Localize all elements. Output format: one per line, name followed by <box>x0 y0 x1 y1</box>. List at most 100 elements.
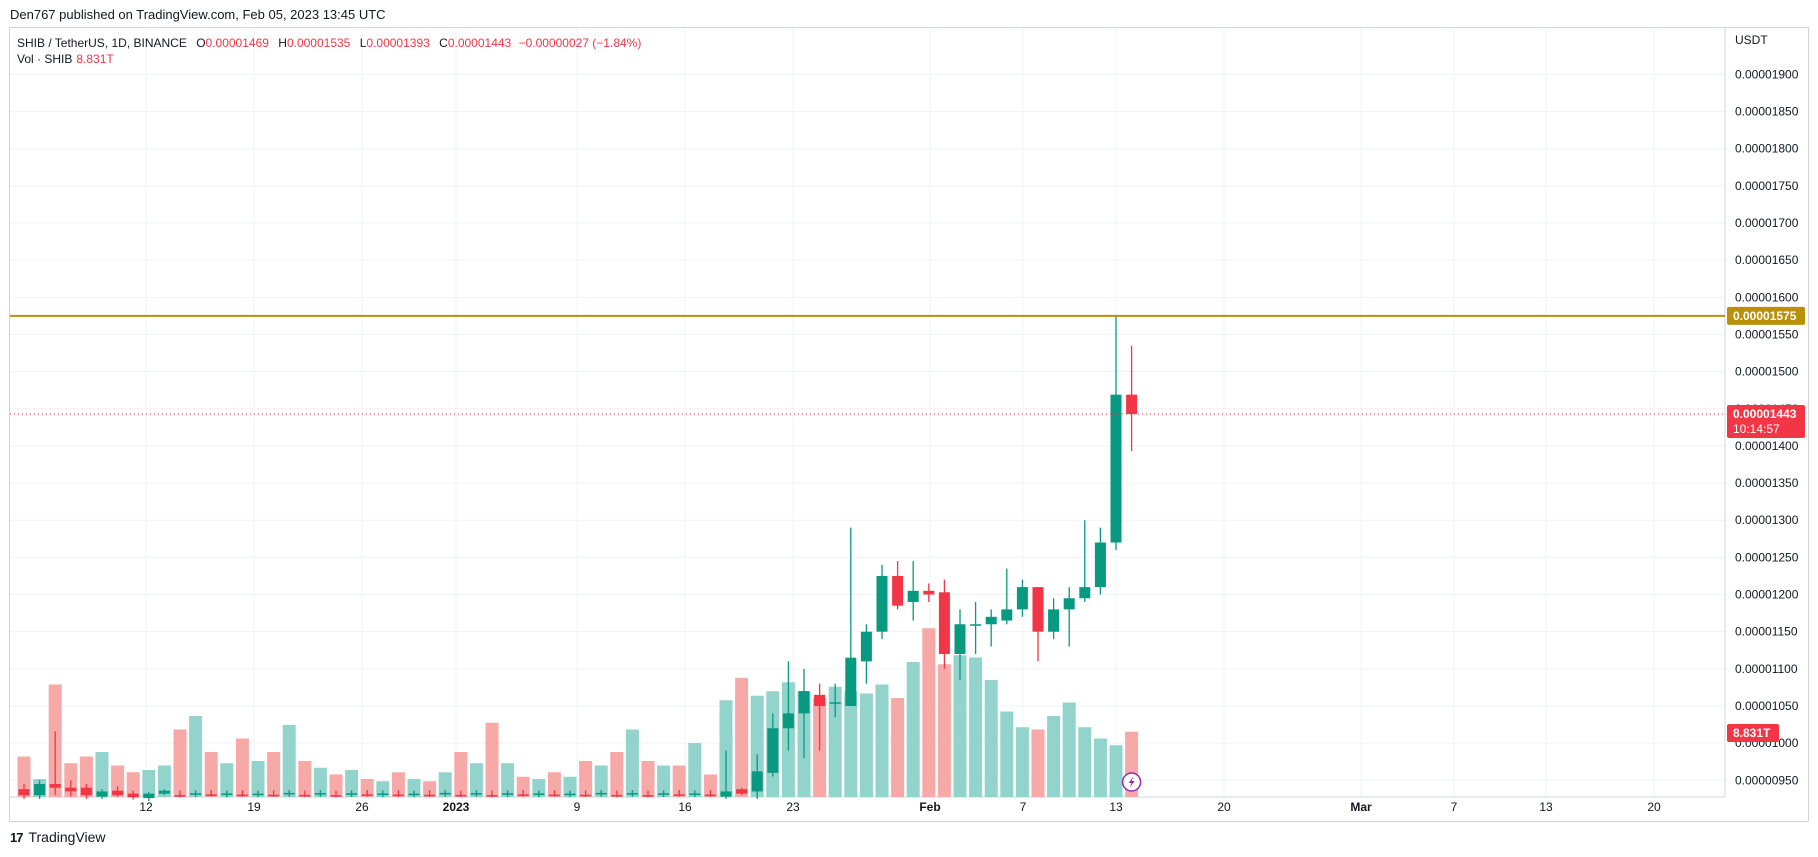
candle-body[interactable] <box>876 575 888 632</box>
y-tick-label: 0.00001850 <box>1735 105 1799 119</box>
volume-bar <box>1078 727 1092 797</box>
candle-body[interactable] <box>470 793 482 795</box>
candle-body[interactable] <box>252 793 264 796</box>
candle-body[interactable] <box>361 794 373 796</box>
x-tick-label: 20 <box>1217 800 1231 814</box>
candle-body[interactable] <box>158 790 170 794</box>
candle-body[interactable] <box>1016 587 1028 610</box>
candle-body[interactable] <box>34 783 46 796</box>
volume-bar <box>298 761 312 797</box>
tradingview-logo[interactable]: 17 TradingView <box>10 829 106 845</box>
candle-body[interactable] <box>283 792 295 795</box>
candle-body[interactable] <box>814 694 826 706</box>
candle-body[interactable] <box>658 793 670 795</box>
candle-body[interactable] <box>408 793 420 796</box>
candle-body[interactable] <box>704 794 716 797</box>
y-tick-label: 0.00001050 <box>1735 699 1799 713</box>
candle-body[interactable] <box>49 783 61 788</box>
candle-body[interactable] <box>938 592 950 654</box>
y-tick-label: 0.00001150 <box>1735 625 1798 639</box>
candle-body[interactable] <box>1063 598 1075 610</box>
candle-body[interactable] <box>112 790 124 796</box>
candle-body[interactable] <box>236 794 248 797</box>
candle-body[interactable] <box>65 787 77 792</box>
candle-body[interactable] <box>689 793 701 795</box>
volume-bar <box>235 738 249 797</box>
candle-body[interactable] <box>923 590 935 595</box>
volume-bar <box>485 722 499 797</box>
candle-body[interactable] <box>782 713 794 729</box>
horizontal-level-tag <box>1727 306 1805 325</box>
volume-label[interactable]: Vol · SHIB <box>17 52 73 66</box>
symbol-label[interactable]: SHIB / TetherUS, 1D, BINANCE <box>17 36 187 50</box>
candle-body[interactable] <box>18 789 30 796</box>
candle-body[interactable] <box>205 794 217 796</box>
candle-body[interactable] <box>330 795 342 797</box>
candle-body[interactable] <box>1094 542 1106 588</box>
candle-body[interactable] <box>954 624 966 654</box>
candle-body[interactable] <box>595 792 607 795</box>
candle-body[interactable] <box>907 590 919 602</box>
candle-body[interactable] <box>1032 587 1044 632</box>
candle-body[interactable] <box>127 793 139 798</box>
candle-body[interactable] <box>268 794 280 797</box>
candle-body[interactable] <box>892 575 904 606</box>
candle-body[interactable] <box>80 787 92 796</box>
candle-body[interactable] <box>673 794 685 796</box>
candle-body[interactable] <box>611 794 623 797</box>
candle-body[interactable] <box>860 631 872 662</box>
candle-body[interactable] <box>548 794 560 797</box>
y-tick-label: 0.00001350 <box>1735 476 1799 490</box>
candle-body[interactable] <box>424 794 436 797</box>
candle-body[interactable] <box>829 702 841 704</box>
volume-bar <box>1109 745 1123 797</box>
candle-body[interactable] <box>642 795 654 797</box>
y-tick-label: 0.00001100 <box>1735 662 1798 676</box>
candle-body[interactable] <box>439 792 451 795</box>
candle-body[interactable] <box>502 793 514 795</box>
candle-body[interactable] <box>767 728 779 773</box>
candle-body[interactable] <box>736 789 748 794</box>
candle-body[interactable] <box>720 791 732 797</box>
y-tick-label: 0.00001750 <box>1735 179 1799 193</box>
volume-bar <box>844 691 858 797</box>
candle-body[interactable] <box>580 794 592 797</box>
candle-body[interactable] <box>346 793 358 795</box>
open-label: O <box>196 36 206 50</box>
candle-body[interactable] <box>1048 609 1060 632</box>
candle-body[interactable] <box>517 794 529 796</box>
x-tick-label: 12 <box>139 800 153 814</box>
candle-body[interactable] <box>299 794 311 797</box>
volume-bar <box>859 693 873 797</box>
candle-body[interactable] <box>845 657 857 706</box>
candle-body[interactable] <box>96 791 108 797</box>
candle-body[interactable] <box>798 691 810 714</box>
high-value: 0.00001535 <box>286 36 351 50</box>
candle-body[interactable] <box>486 795 498 797</box>
volume-bar <box>969 657 983 797</box>
candle-body[interactable] <box>1110 394 1122 543</box>
candle-body[interactable] <box>221 793 233 795</box>
candle-body[interactable] <box>377 793 389 795</box>
candle-body[interactable] <box>314 793 326 795</box>
candle-body[interactable] <box>392 794 404 797</box>
candle-body[interactable] <box>1001 609 1013 621</box>
candle-body[interactable] <box>455 794 467 797</box>
x-tick-label: 19 <box>247 800 261 814</box>
volume-bar <box>516 776 530 797</box>
candle-body[interactable] <box>533 793 545 795</box>
candle-body[interactable] <box>174 795 186 797</box>
volume-bar <box>376 781 390 797</box>
candle-body[interactable] <box>143 793 155 799</box>
candle-body[interactable] <box>751 771 763 792</box>
x-tick-label: 20 <box>1647 800 1661 814</box>
candle-body[interactable] <box>1079 587 1091 599</box>
x-tick-label: 7 <box>1451 800 1458 814</box>
candle-body[interactable] <box>190 793 202 795</box>
candle-body[interactable] <box>1126 394 1138 414</box>
candle-body[interactable] <box>564 793 576 796</box>
candle-body[interactable] <box>626 793 638 795</box>
candle-body[interactable] <box>970 624 982 626</box>
candle-body[interactable] <box>985 616 997 625</box>
